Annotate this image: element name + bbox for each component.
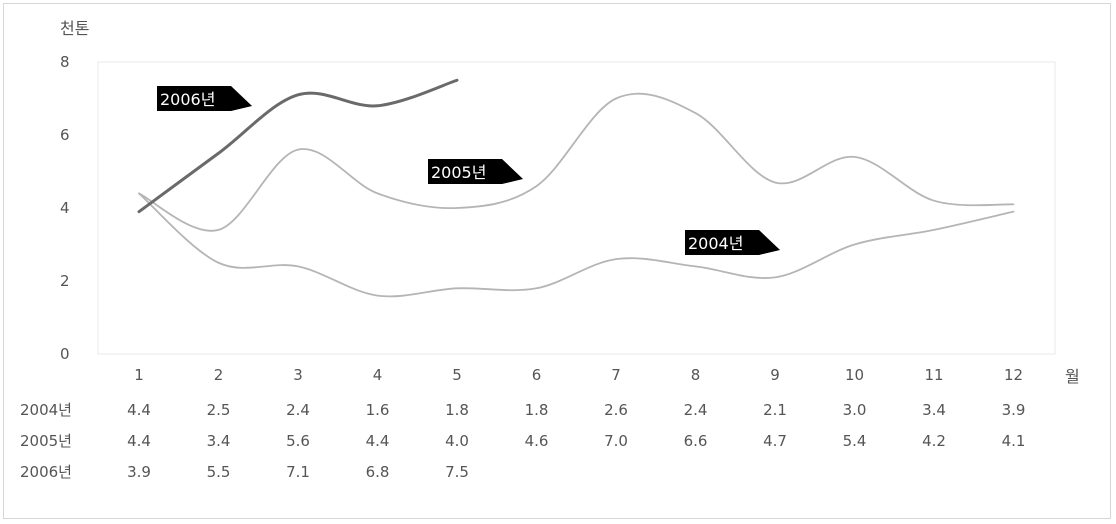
series-line-2004년 bbox=[138, 192, 1015, 298]
table-cell: 3.4 bbox=[207, 432, 231, 450]
series-label-text: 2004년 bbox=[688, 234, 743, 253]
series-label-text: 2005년 bbox=[431, 163, 486, 182]
x-tick-label: 5 bbox=[452, 366, 462, 384]
table-cell: 7.5 bbox=[445, 463, 469, 481]
table-cell: 5.6 bbox=[286, 432, 310, 450]
x-tick-label: 6 bbox=[532, 366, 542, 384]
table-cell: 3.9 bbox=[127, 463, 151, 481]
table-cell: 4.7 bbox=[763, 432, 787, 450]
table-cell: 7.0 bbox=[604, 432, 628, 450]
plot-area bbox=[97, 61, 1056, 355]
y-tick-label: 2 bbox=[60, 272, 70, 290]
table-cell: 2.4 bbox=[286, 401, 310, 419]
x-tick-label: 7 bbox=[611, 366, 621, 384]
y-tick-label: 4 bbox=[60, 199, 70, 217]
table-cell: 2.5 bbox=[207, 401, 231, 419]
table-cell: 6.8 bbox=[366, 463, 390, 481]
x-tick-label: 12 bbox=[1004, 366, 1023, 384]
x-tick-label: 2 bbox=[214, 366, 224, 384]
x-tick-label: 9 bbox=[770, 366, 780, 384]
x-tick-label: 11 bbox=[924, 366, 943, 384]
table-cell: 2.4 bbox=[684, 401, 708, 419]
table-cell: 5.4 bbox=[843, 432, 867, 450]
series-label-2006년: 2006년 bbox=[157, 86, 252, 111]
y-tick-label: 0 bbox=[60, 345, 70, 363]
table-cell: 4.4 bbox=[127, 401, 151, 419]
table-cell: 1.6 bbox=[366, 401, 390, 419]
table-cell: 2.6 bbox=[604, 401, 628, 419]
series-label-2005년: 2005년 bbox=[428, 159, 523, 184]
table-cell: 4.0 bbox=[445, 432, 469, 450]
x-tick-label: 10 bbox=[845, 366, 864, 384]
y-axis-label: 천톤 bbox=[60, 19, 89, 38]
table-row-label: 2004년 bbox=[20, 401, 72, 419]
table-cell: 4.4 bbox=[366, 432, 390, 450]
table-cell: 4.1 bbox=[1002, 432, 1026, 450]
table-row-label: 2005년 bbox=[20, 432, 72, 450]
table-cell: 5.5 bbox=[207, 463, 231, 481]
y-tick-label: 8 bbox=[60, 53, 70, 71]
series-line-2006년 bbox=[137, 78, 459, 214]
table-cell: 7.1 bbox=[286, 463, 310, 481]
y-tick-label: 6 bbox=[60, 126, 70, 144]
x-tick-label: 1 bbox=[134, 366, 144, 384]
table-cell: 1.8 bbox=[445, 401, 469, 419]
series-label-text: 2006년 bbox=[160, 90, 215, 109]
table-cell: 4.2 bbox=[922, 432, 946, 450]
series-label-2004년: 2004년 bbox=[685, 230, 780, 255]
table-row-label: 2006년 bbox=[20, 463, 72, 481]
table-cell: 2.1 bbox=[763, 401, 787, 419]
table-cell: 6.6 bbox=[684, 432, 708, 450]
x-axis-label: 월 bbox=[1065, 367, 1080, 386]
table-cell: 4.6 bbox=[525, 432, 549, 450]
series-line-2005년 bbox=[138, 92, 1015, 232]
table-cell: 3.9 bbox=[1002, 401, 1026, 419]
x-tick-label: 3 bbox=[293, 366, 303, 384]
table-cell: 3.0 bbox=[843, 401, 867, 419]
table-cell: 4.4 bbox=[127, 432, 151, 450]
x-tick-label: 4 bbox=[373, 366, 383, 384]
table-cell: 3.4 bbox=[922, 401, 946, 419]
table-cell: 1.8 bbox=[525, 401, 549, 419]
x-tick-label: 8 bbox=[691, 366, 701, 384]
